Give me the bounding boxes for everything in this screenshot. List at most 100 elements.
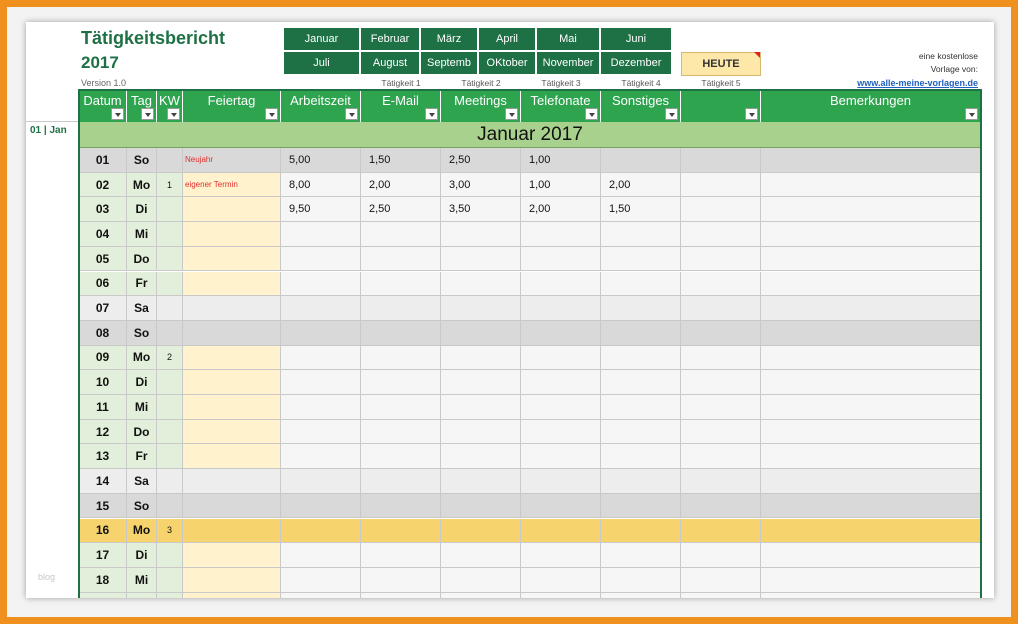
table-cell: 2: [157, 345, 183, 371]
month-button[interactable]: August: [360, 51, 420, 75]
table-row: 17 Di: [79, 543, 981, 568]
filter-button[interactable]: [345, 108, 358, 120]
table-cell: [281, 567, 361, 593]
month-button[interactable]: OKtober: [478, 51, 536, 75]
table-cell: [441, 246, 521, 272]
month-button[interactable]: Januar: [283, 27, 360, 51]
month-button[interactable]: März: [420, 27, 478, 51]
filter-button[interactable]: [141, 108, 154, 120]
table-cell: 5,00: [281, 148, 361, 173]
table-cell: So: [127, 320, 157, 346]
title: Tätigkeitsbericht: [81, 28, 226, 48]
table-cell: [157, 419, 183, 445]
table-border-left: [78, 90, 80, 598]
filter-button[interactable]: [505, 108, 518, 120]
month-button[interactable]: November: [536, 51, 600, 75]
table-cell: 15: [79, 493, 127, 519]
table-cell: [127, 592, 157, 598]
table-cell: Mi: [127, 395, 157, 420]
table-cell: [157, 370, 183, 395]
table-cell: [441, 518, 521, 544]
filter-button[interactable]: [965, 108, 978, 120]
table-cell: 05: [79, 246, 127, 272]
month-button[interactable]: April: [478, 27, 536, 51]
table-cell: [441, 592, 521, 598]
table-cell: [361, 246, 441, 272]
month-button[interactable]: Septemb: [420, 51, 478, 75]
table-cell: [281, 296, 361, 321]
table-cell: [281, 518, 361, 544]
table-cell: [183, 444, 281, 470]
table-cell: [441, 222, 521, 247]
table-cell: So: [127, 493, 157, 519]
table-cell: 3: [157, 518, 183, 544]
table-cell: [361, 518, 441, 544]
column-header: Datum: [79, 90, 127, 122]
table-row: 06 Fr: [79, 271, 981, 297]
table-cell: [281, 419, 361, 445]
table-cell: So: [127, 148, 157, 173]
table-cell: 1: [157, 172, 183, 198]
table-cell: Di: [127, 197, 157, 223]
table-cell: [441, 271, 521, 297]
filter-button[interactable]: [665, 108, 678, 120]
table-cell: [361, 296, 441, 321]
month-banner: Januar 2017: [79, 122, 981, 148]
table-cell: 8,00: [281, 172, 361, 198]
table-cell: [601, 567, 681, 593]
filter-button[interactable]: [745, 108, 758, 120]
table-cell: [281, 320, 361, 346]
table-cell: [157, 469, 183, 494]
table-cell: 18: [79, 567, 127, 593]
table-cell: [761, 419, 981, 445]
table-cell: [681, 518, 761, 544]
table-cell: [157, 395, 183, 420]
table-row: 10 Di: [79, 370, 981, 395]
table-cell: 9,50: [281, 197, 361, 223]
table-cell: [183, 518, 281, 544]
table-cell: [761, 543, 981, 568]
filter-button[interactable]: [111, 108, 124, 120]
table-cell: [281, 271, 361, 297]
table-cell: 2,00: [361, 172, 441, 198]
filter-button[interactable]: [425, 108, 438, 120]
table-cell: 08: [79, 320, 127, 346]
table-cell: [361, 271, 441, 297]
month-button[interactable]: Juli: [283, 51, 360, 75]
promo-line: eine kostenlose: [918, 51, 978, 61]
month-button[interactable]: Dezember: [600, 51, 672, 75]
table-cell: 06: [79, 271, 127, 297]
filter-button[interactable]: [585, 108, 598, 120]
table-cell: [183, 271, 281, 297]
column-header: Meetings: [441, 90, 521, 122]
table-cell: [601, 419, 681, 445]
table-cell: [761, 567, 981, 593]
table-cell: 1,00: [521, 172, 601, 198]
table-cell: [281, 345, 361, 371]
table-cell: [601, 493, 681, 519]
table-cell: [157, 197, 183, 223]
side-label: 01 | Jan: [30, 125, 67, 136]
table-cell: 07: [79, 296, 127, 321]
month-button[interactable]: Juni: [600, 27, 672, 51]
month-button[interactable]: Februar: [360, 27, 420, 51]
table-cell: [157, 444, 183, 470]
table-row: 08 So: [79, 320, 981, 346]
table-cell: [681, 567, 761, 593]
table-cell: 02: [79, 172, 127, 198]
filter-button[interactable]: [265, 108, 278, 120]
promo-link[interactable]: www.alle-meine-vorlagen.de: [857, 78, 978, 88]
table-row: 09 Mo 2: [79, 345, 981, 371]
table-cell: [601, 345, 681, 371]
version: Version 1.0: [81, 78, 127, 88]
table-cell: [281, 246, 361, 272]
table-cell: [601, 148, 681, 173]
month-button[interactable]: Mai: [536, 27, 600, 51]
activity-label: Tätigkeit 4: [621, 78, 661, 88]
filter-button[interactable]: [167, 108, 180, 120]
table-row: 18 Mi: [79, 567, 981, 593]
table-cell: [441, 444, 521, 470]
table-cell: [521, 592, 601, 598]
today-button[interactable]: HEUTE: [681, 52, 761, 76]
